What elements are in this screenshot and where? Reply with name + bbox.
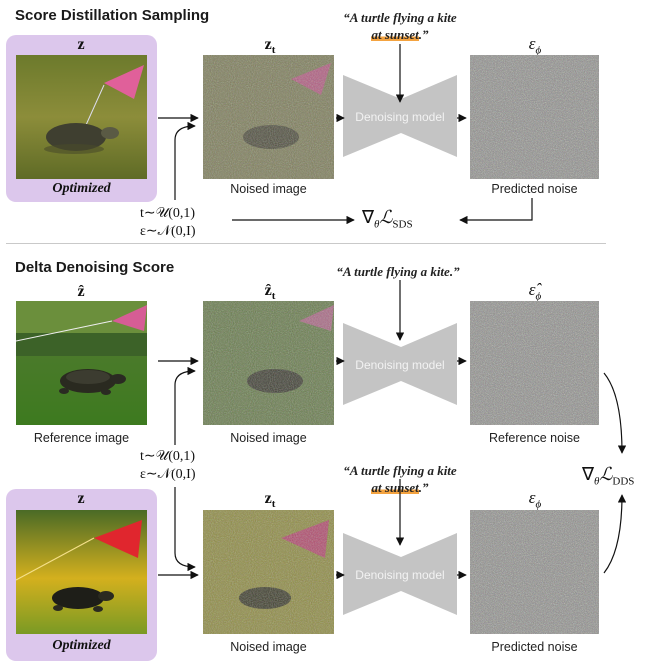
dds-noised-caption-bottom: Noised image xyxy=(230,640,307,654)
dds-noised-image-bottom xyxy=(203,510,334,634)
dds-reference-image xyxy=(16,301,147,425)
sds-grad-theta: θ xyxy=(374,218,380,231)
dds-noised-reference-image xyxy=(203,301,334,425)
dds-epshat-label: ε̂ϕ xyxy=(515,280,555,302)
dds-denoise-label-top: Denoising model xyxy=(355,358,444,372)
sds-optimized-label: Optimized xyxy=(52,181,111,196)
sds-eps-sub: ϕ xyxy=(535,44,542,57)
dds-optimized-label: Optimized xyxy=(52,638,111,653)
dds-grad-theta: θ xyxy=(594,475,600,488)
sds-prompt: “A turtle flying a kite at sunset.” xyxy=(320,9,480,43)
sds-predicted-caption: Predicted noise xyxy=(491,182,578,196)
dds-prompt-highlight: at sunset xyxy=(371,480,419,495)
dds-t-sample: t∼𝒰(0,1) xyxy=(140,449,196,464)
sds-optimized-image xyxy=(16,55,147,179)
dds-eps-label: εϕ xyxy=(515,488,555,510)
dds-zhat-t-label: ẑt xyxy=(250,282,290,302)
dds-eps-sub: ϕ xyxy=(535,498,542,511)
sds-eps-main: ε xyxy=(528,34,536,53)
dds-zhat-label: ẑ xyxy=(77,283,85,300)
sds-prompt-line2: at sunset.” xyxy=(320,26,480,43)
dds-grad-nabla: ∇ xyxy=(582,464,595,484)
dds-sample-up-arrow xyxy=(174,366,196,445)
dds-zhat-t-main: ẑ xyxy=(264,282,272,299)
dds-zt-sub: t xyxy=(271,498,276,511)
dds-reference-noise-image xyxy=(470,301,599,425)
dds-predicted-caption: Predicted noise xyxy=(491,640,578,654)
dds-z-label: z xyxy=(77,490,85,507)
dds-denoising-model-bottom: Denoising model xyxy=(343,533,457,615)
sds-prompt-end: .” xyxy=(418,27,429,42)
dds-prompt: “A turtle flying a kite at sunset.” xyxy=(320,462,480,496)
sds-sampling: t∼𝒰(0,1) ε∼𝒩(0,I) xyxy=(140,205,196,241)
sds-grad-sub: SDS xyxy=(392,218,413,231)
dds-sample-down-arrow xyxy=(174,487,196,572)
sds-title: Score Distillation Sampling xyxy=(15,7,210,24)
sds-zt-label: zt xyxy=(250,36,290,56)
dds-prompt-line1: “A turtle flying a kite xyxy=(343,463,457,478)
sds-denoise-label: Denoising model xyxy=(355,110,444,124)
section-divider xyxy=(6,243,606,244)
dds-eps-main: ε xyxy=(528,488,536,507)
dds-sampling: t∼𝒰(0,1) ε∼𝒩(0,I) xyxy=(140,448,196,484)
dds-title: Delta Denoising Score xyxy=(15,259,175,276)
dds-prompt-end: .” xyxy=(418,480,429,495)
sds-noised-image xyxy=(203,55,334,179)
dds-zt-label: zt xyxy=(250,490,290,510)
dds-grad-sub: DDS xyxy=(612,475,635,488)
dds-grad-L: ℒ xyxy=(599,464,613,484)
dds-optimized-image xyxy=(16,510,147,634)
dds-zt-main: z xyxy=(264,490,272,507)
dds-predicted-noise-image xyxy=(470,510,599,634)
sds-eps-sample: ε∼𝒩(0,I) xyxy=(140,224,196,239)
dds-denoise-label-bottom: Denoising model xyxy=(355,568,444,582)
sds-eps-label: εϕ xyxy=(515,34,555,56)
sds-gradient: ∇θℒSDS xyxy=(362,207,413,231)
dds-ref-noise-to-grad-arrow xyxy=(603,372,627,454)
dds-denoising-model-top: Denoising model xyxy=(343,323,457,405)
sds-zt-main: z xyxy=(264,36,272,53)
dds-epshat-sub: ϕ xyxy=(535,290,542,303)
sds-arrows xyxy=(158,44,533,225)
sds-grad-nabla: ∇ xyxy=(362,207,375,227)
sds-prompt-line1: “A turtle flying a kite xyxy=(343,10,457,25)
dds-gradient: ∇θℒDDS xyxy=(582,464,634,488)
sds-noised-caption: Noised image xyxy=(230,182,307,196)
sds-t-sample: t∼𝒰(0,1) xyxy=(140,206,196,221)
sds-noise-sample-arrow xyxy=(174,121,196,200)
dds-arrows xyxy=(158,280,627,580)
dds-zhat-t-sub: t xyxy=(271,290,276,303)
dds-reference-caption: Reference image xyxy=(33,431,130,445)
sds-zt-sub: t xyxy=(271,44,276,57)
sds-z-label: z xyxy=(77,36,85,53)
dds-pred-noise-to-grad-arrow xyxy=(603,494,627,574)
dds-epshat-main: ε̂ xyxy=(528,280,536,299)
sds-predicted-noise-image xyxy=(470,55,599,179)
dds-ref-prompt: “A turtle flying a kite.” xyxy=(336,264,460,279)
dds-eps-sample: ε∼𝒩(0,I) xyxy=(140,467,196,482)
dds-prompt-line2: at sunset.” xyxy=(320,479,480,496)
dds-noised-caption-top: Noised image xyxy=(230,431,307,445)
dds-reference-noise-caption: Reference noise xyxy=(488,431,581,445)
sds-grad-L: ℒ xyxy=(379,207,393,227)
sds-prompt-highlight: at sunset xyxy=(371,27,419,42)
sds-noise-to-grad-arrow xyxy=(459,198,533,225)
sds-denoising-model: Denoising model xyxy=(343,75,457,157)
